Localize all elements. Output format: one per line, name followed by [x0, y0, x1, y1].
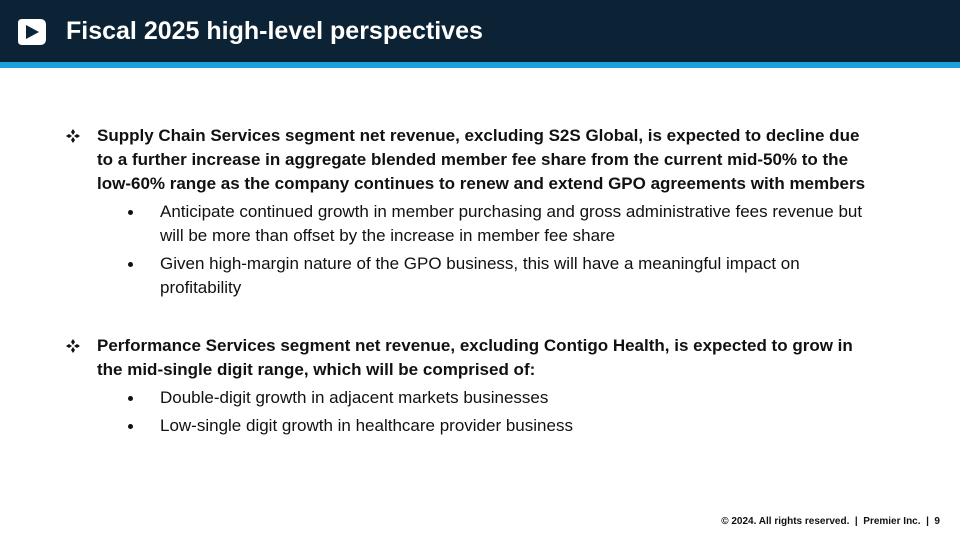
sub-item: Double-digit growth in adjacent markets … [128, 386, 872, 410]
bullet-dot [128, 262, 133, 267]
bullet-dot [128, 210, 133, 215]
header-bar [0, 0, 960, 62]
section: Supply Chain Services segment net revenu… [0, 124, 960, 300]
section-text: Performance Services segment net revenue… [97, 336, 853, 379]
section-text: Supply Chain Services segment net revenu… [97, 126, 866, 193]
content: Supply Chain Services segment net revenu… [0, 124, 960, 472]
header-stripe [0, 62, 960, 68]
bullet-dot [128, 424, 133, 429]
section: Performance Services segment net revenue… [0, 334, 960, 438]
slide-title: Fiscal 2025 high-level perspectives [66, 17, 483, 45]
sub-item: Anticipate continued growth in member pu… [128, 200, 872, 248]
sub-item: Low-single digit growth in healthcare pr… [128, 414, 872, 438]
logo [18, 19, 46, 45]
sub-item: Given high-margin nature of the GPO busi… [128, 252, 872, 300]
footer: © 2024. All rights reserved. | Premier I… [721, 516, 940, 527]
bullet-dot [128, 396, 133, 401]
diamond-bullet [66, 129, 80, 148]
diamond-bullet [66, 339, 80, 358]
